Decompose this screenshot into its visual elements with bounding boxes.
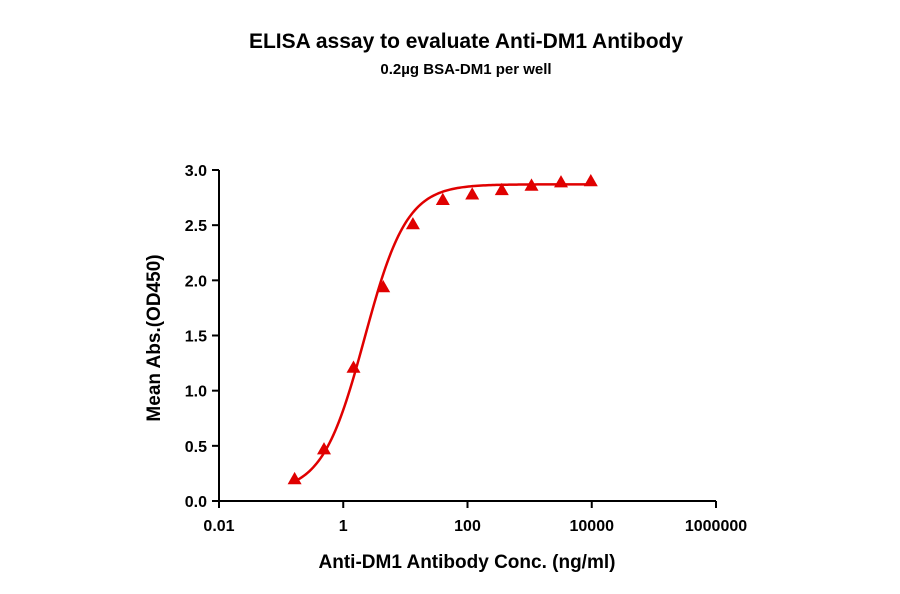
x-tick-label: 10000	[570, 518, 615, 535]
data-point	[405, 217, 420, 230]
data-point	[465, 187, 480, 200]
fit-curve	[294, 183, 591, 483]
y-tick-label: 2.5	[185, 218, 207, 235]
y-tick-label: 0.0	[185, 494, 207, 511]
y-tick-label: 3.0	[185, 163, 207, 180]
x-tick-label: 1	[339, 518, 348, 535]
x-ticks: 0.01 1 100 10000 1000000	[203, 501, 747, 535]
y-ticks: 0.0 0.5 1.0 1.5 2.0 2.5 3.0	[185, 163, 219, 511]
y-tick-label: 1.5	[185, 329, 207, 346]
chart-subtitle: 0.2µg BSA-DM1 per well	[380, 61, 551, 78]
data-point	[554, 175, 568, 188]
x-axis-label: Anti-DM1 Antibody Conc. (ng/ml)	[319, 552, 616, 573]
data-point	[346, 360, 361, 373]
data-point	[435, 192, 450, 205]
y-tick-label: 1.0	[185, 384, 207, 401]
data-point	[494, 182, 509, 196]
y-axis-label: Mean Abs.(OD450)	[144, 254, 165, 421]
data-point	[287, 471, 302, 485]
data-point	[317, 442, 331, 455]
chart-title: ELISA assay to evaluate Anti-DM1 Antibod…	[249, 30, 683, 53]
data-point	[524, 178, 539, 191]
data-point	[583, 174, 598, 187]
x-tick-label: 1000000	[685, 518, 747, 535]
y-tick-label: 0.5	[185, 439, 207, 456]
x-tick-label: 0.01	[203, 518, 234, 535]
y-tick-label: 2.0	[185, 273, 207, 290]
x-tick-label: 100	[454, 518, 481, 535]
data-point	[376, 280, 391, 293]
data-points	[287, 174, 598, 485]
